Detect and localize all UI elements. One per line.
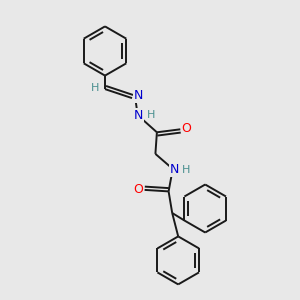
Text: O: O: [133, 183, 143, 196]
Text: N: N: [133, 89, 143, 102]
Text: H: H: [147, 110, 155, 120]
Text: N: N: [134, 109, 144, 122]
Text: O: O: [182, 122, 191, 135]
Text: H: H: [182, 165, 190, 175]
Text: N: N: [170, 163, 179, 176]
Text: H: H: [91, 82, 100, 93]
